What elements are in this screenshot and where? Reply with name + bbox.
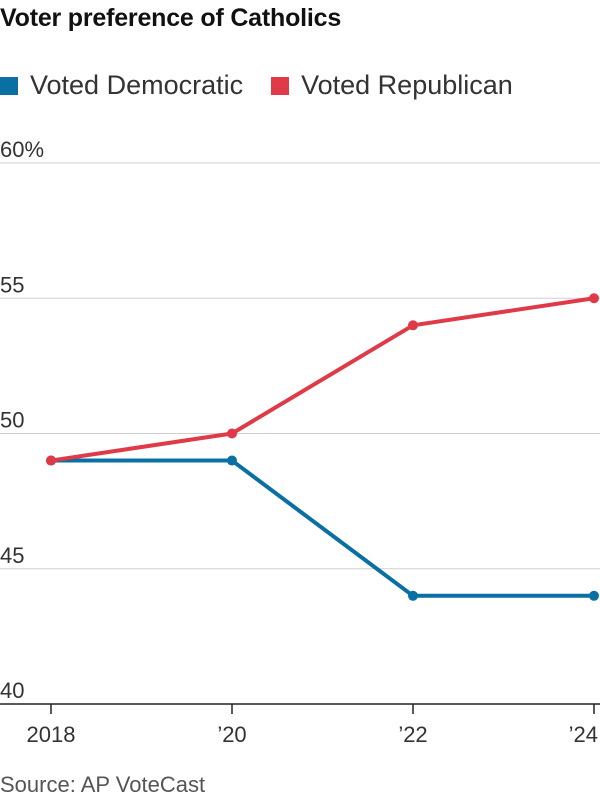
series-line-1 (49, 296, 596, 463)
x-tick-label-0: 2018 (27, 722, 76, 747)
y-tick-label-40: 40 (0, 678, 24, 703)
series-1-point-2 (408, 320, 418, 331)
source-note: Source: AP VoteCast (0, 772, 206, 797)
x-ticks: 2018 ’20 ’22 ’24 (27, 704, 598, 747)
chart-title: Voter preference of Catholics (0, 4, 342, 32)
legend-swatch-democratic (0, 76, 18, 95)
series-1-point-3 (589, 293, 599, 304)
y-tick-label-60: 60% (0, 137, 44, 162)
line-chart: 60% 55 50 45 40 2018 ’20 ’22 ’24 (0, 137, 600, 747)
series-1-point-0 (46, 455, 56, 466)
series-line-0 (49, 458, 596, 598)
y-tick-label-55: 55 (0, 272, 24, 297)
series-0-point-3 (589, 590, 599, 601)
legend: Voted Democratic Voted Republican (0, 70, 541, 101)
legend-swatch-republican (271, 76, 290, 95)
y-tick-label-45: 45 (0, 543, 24, 568)
y-tick-labels: 60% 55 50 45 40 (0, 137, 44, 703)
legend-label-democratic: Voted Democratic (30, 70, 244, 100)
x-tick-label-2: ’22 (398, 722, 427, 747)
x-tick-label-3: ’24 (569, 722, 598, 747)
x-tick-label-1: ’20 (217, 722, 246, 747)
y-tick-label-50: 50 (0, 408, 24, 433)
legend-item-republican: Voted Republican (271, 70, 513, 101)
legend-label-republican: Voted Republican (301, 70, 513, 100)
grid-lines (0, 162, 600, 705)
series-lines (46, 293, 599, 601)
series-1-point-1 (227, 428, 237, 439)
legend-item-democratic: Voted Democratic (0, 70, 243, 101)
series-0-point-1 (227, 455, 237, 466)
series-0-point-2 (408, 590, 418, 601)
